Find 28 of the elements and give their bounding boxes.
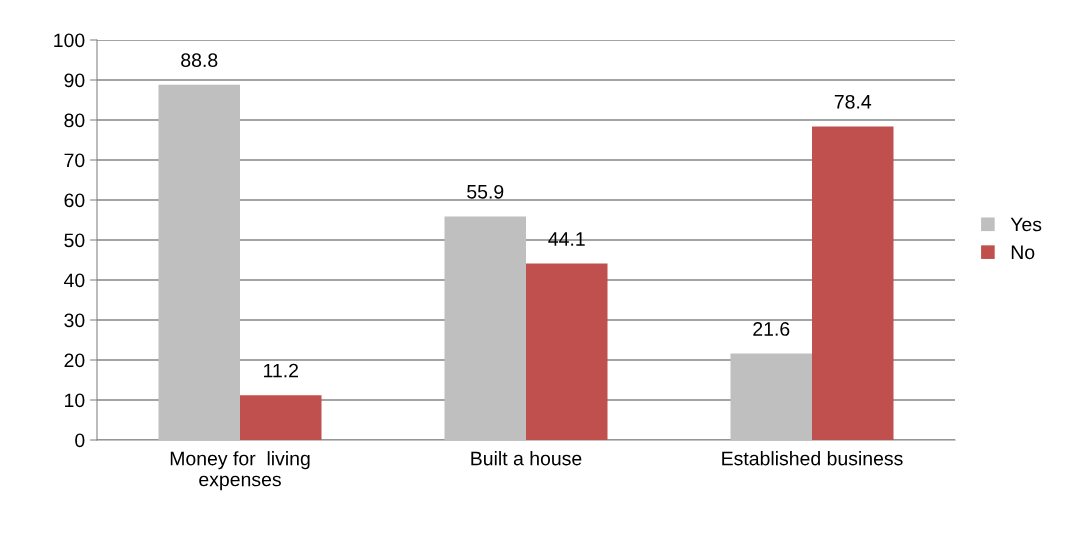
data-label: 78.4 xyxy=(834,94,872,109)
legend-label: No xyxy=(1011,245,1035,260)
y-tick-label: 0 xyxy=(75,433,85,448)
y-tick-label: 80 xyxy=(64,113,85,128)
data-label: 21.6 xyxy=(753,322,790,336)
y-tick-label: 30 xyxy=(64,313,85,328)
bar xyxy=(812,126,894,440)
data-label: 55.9 xyxy=(467,184,504,199)
x-tick-label: Built a house xyxy=(471,451,582,466)
y-tick-label: 20 xyxy=(64,353,85,368)
legend-label: Yes xyxy=(1010,217,1042,232)
y-tick-label: 60 xyxy=(64,193,85,208)
bar xyxy=(526,263,608,440)
y-tick-label: 10 xyxy=(65,393,85,408)
y-tick-label: 40 xyxy=(64,273,85,288)
data-label: 44.1 xyxy=(548,232,585,246)
data-label: 11.2 xyxy=(264,363,298,378)
bar xyxy=(444,216,526,440)
y-tick-label: 50 xyxy=(64,233,85,248)
y-tick-label: 100 xyxy=(54,33,85,48)
bar xyxy=(730,353,812,440)
bar xyxy=(158,84,240,440)
x-tick-label: Money for living expenses xyxy=(170,451,310,491)
data-label: 88.8 xyxy=(181,53,218,68)
bar xyxy=(240,395,322,440)
y-tick-label: 90 xyxy=(64,73,85,88)
x-tick-label: Established business xyxy=(722,451,903,466)
y-tick-label: 70 xyxy=(64,153,85,168)
